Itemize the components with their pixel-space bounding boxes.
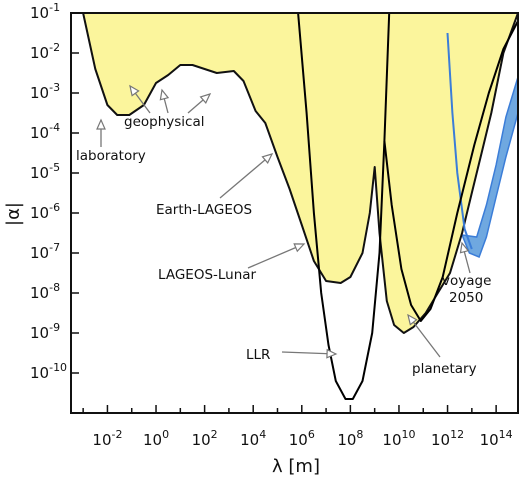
y-tick-label: 10-2 [30,41,60,62]
y-tick-label: 10-5 [30,161,60,182]
annotation-voyage: voyage [442,273,491,289]
annotation-lageos-lunar: LAGEOS-Lunar [158,267,257,283]
arrow-laboratory [96,118,106,147]
annotation-geophysical: geophysical [124,114,204,130]
x-ticks-layer: 10-2 100 102 104 106 108 1010 1012 1014 [82,405,513,449]
x-axis-title: λ [m] [272,456,320,477]
arrow-laboratory-head [96,118,106,130]
constraint-curve-0 [297,12,391,400]
arrow-earth-lageos-shaft [219,153,273,199]
y-tick-label: 10-4 [30,121,60,142]
x-tick-label: 104 [240,428,266,449]
arrow-geophysical-2 [159,88,170,114]
arrow-geophysical-1-head [129,84,140,97]
curves-layer [82,12,519,400]
y-ticks-layer: 10-1 10-2 10-3 10-4 10-5 10-6 10-7 10-8 10-9 10-1… [30,1,79,382]
y-tick-label: 10-7 [30,241,60,262]
arrow-llr-head [326,348,338,359]
arrow-geophysical-3-head [199,93,212,104]
y-tick-label: 10-9 [30,321,60,342]
x-tick-label: 106 [289,428,315,449]
y-tick-label: 10-1 [30,1,60,22]
excluded-region [83,13,518,333]
x-tick-label: 108 [337,428,363,449]
arrow-lageos-lunar-head [293,243,306,253]
arrows-layer [96,84,471,359]
arrow-planetary-head [407,313,418,326]
x-tick-label: 102 [192,428,218,449]
arrow-lageos-lunar [247,243,306,269]
annotation-llr: LLR [246,347,270,363]
x-tick-label: 100 [143,428,169,449]
x-tick-label: 1012 [431,428,464,449]
y-tick-label: 10-8 [30,281,60,302]
arrow-earth-lageos-head [261,153,274,164]
arrow-llr [281,348,338,359]
x-tick-label: 10-2 [92,428,122,449]
arrow-voyage-head [459,241,470,254]
constraint-curve-1 [383,20,519,322]
arrow-voyage [459,241,471,274]
annotation-planetary: planetary [412,361,477,377]
arrow-geophysical-1 [129,84,151,114]
arrow-lageos-lunar-shaft [247,243,305,269]
y-axis-title: |α| [3,202,24,226]
annotation-2050: 2050 [449,290,483,306]
annotation-earth-lageos: Earth-LAGEOS [156,202,252,218]
y-tick-label: 10-10 [30,361,67,382]
arrow-planetary [407,313,441,358]
x-tick-label: 1010 [382,428,415,449]
annotation-laboratory: laboratory [76,148,146,164]
arrow-geophysical-3 [187,93,212,114]
arrow-earth-lageos [219,153,274,199]
annotation-layer: geophysical laboratory Earth-LAGEOS LAGE… [76,114,491,377]
arrow-geophysical-2-head [159,88,170,101]
y-tick-label: 10-3 [30,81,60,102]
y-tick-label: 10-6 [30,201,60,222]
projected-boundary [446,32,473,250]
x-tick-label: 1014 [480,428,513,449]
